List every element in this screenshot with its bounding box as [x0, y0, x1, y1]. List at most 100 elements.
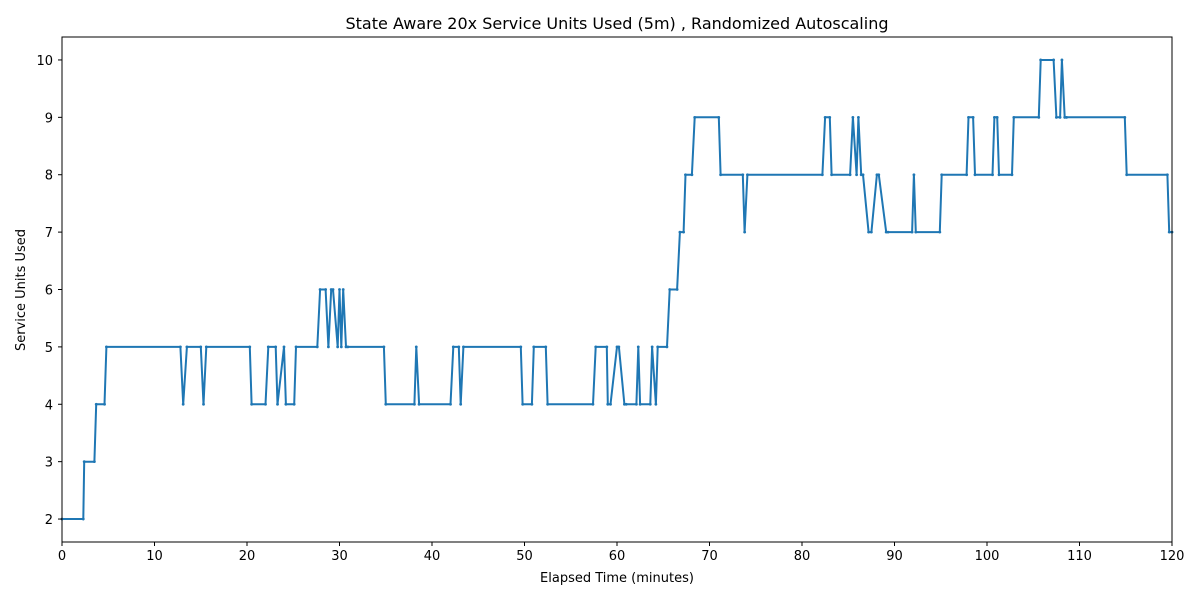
plot-frame	[61, 36, 1173, 543]
data-point	[851, 115, 855, 119]
data-point	[199, 345, 203, 349]
data-point	[991, 173, 994, 177]
data-point	[828, 115, 832, 119]
data-point	[417, 402, 421, 406]
data-point	[855, 173, 858, 177]
data-point	[1039, 58, 1043, 62]
data-point	[668, 288, 672, 291]
data-point	[1052, 58, 1055, 62]
x-tick-label: 120	[1160, 549, 1185, 564]
data-point	[1167, 230, 1171, 234]
data-point	[179, 345, 182, 349]
chart-title: State Aware 20x Service Units Used (5m) …	[346, 14, 889, 33]
data-point	[324, 288, 328, 291]
data-point	[997, 173, 1001, 177]
x-tick-label: 90	[886, 549, 903, 564]
data-point	[877, 173, 881, 177]
data-point	[384, 402, 388, 406]
data-point	[544, 345, 548, 349]
data-point	[675, 288, 679, 291]
data-point	[1165, 173, 1169, 177]
data-point	[617, 345, 621, 349]
data-point	[743, 230, 747, 234]
data-point	[1125, 173, 1129, 177]
data-point	[315, 345, 319, 349]
data-point	[457, 345, 461, 349]
data-point	[940, 173, 944, 177]
data-point	[82, 460, 86, 464]
data-point	[938, 230, 942, 234]
data-point	[292, 402, 296, 406]
data-point	[857, 115, 860, 119]
data-point	[1054, 115, 1058, 119]
data-point	[327, 345, 330, 349]
data-point	[654, 402, 658, 406]
data-point	[264, 402, 267, 406]
data-point	[820, 173, 824, 177]
data-point	[719, 173, 722, 177]
data-point	[973, 173, 977, 177]
data-point	[1012, 115, 1016, 119]
x-tick-label: 30	[331, 549, 348, 564]
x-tick-label: 110	[1067, 549, 1092, 564]
x-tick-label: 10	[146, 549, 163, 564]
data-point	[886, 230, 890, 234]
data-point	[746, 173, 749, 177]
data-point	[530, 402, 534, 406]
data-point	[648, 402, 652, 406]
y-tick-label: 10	[36, 54, 53, 69]
data-point	[1037, 115, 1041, 119]
data-point	[185, 345, 189, 349]
y-tick-label: 2	[45, 513, 53, 528]
data-point	[81, 517, 85, 521]
y-tick-label: 8	[45, 169, 53, 184]
data-point	[248, 345, 252, 349]
data-point	[656, 345, 660, 349]
data-point	[346, 345, 350, 349]
data-point	[606, 402, 610, 406]
data-point	[181, 402, 185, 406]
data-point	[282, 345, 286, 349]
data-point	[665, 345, 669, 349]
data-point	[274, 345, 278, 349]
data-point	[717, 115, 721, 119]
y-tick-label: 6	[45, 284, 53, 299]
data-point	[266, 345, 270, 349]
x-tick-label: 100	[975, 549, 1000, 564]
x-axis: 0 10 20 30 40 50 60 70 80 90 100 110 120	[58, 542, 1185, 564]
x-tick-label: 20	[239, 549, 256, 564]
data-point	[413, 402, 416, 406]
series-line	[62, 59, 1172, 520]
data-point	[1010, 173, 1014, 177]
y-tick-label: 3	[45, 456, 53, 471]
x-tick-label: 70	[701, 549, 718, 564]
data-point	[869, 230, 873, 234]
data-point	[521, 402, 525, 406]
data-point	[451, 345, 455, 349]
data-point	[341, 288, 345, 291]
data-point	[92, 460, 96, 464]
data-point	[635, 402, 638, 406]
data-point	[624, 402, 628, 406]
data-point	[605, 345, 609, 349]
data-point	[914, 230, 918, 234]
data-point	[546, 402, 550, 406]
data-point	[682, 230, 685, 234]
data-point	[250, 402, 254, 406]
x-tick-label: 50	[516, 549, 533, 564]
data-point	[861, 173, 865, 177]
data-point	[202, 402, 205, 406]
data-point	[449, 402, 452, 406]
series-points	[60, 58, 1174, 521]
y-axis-label: Service Units Used	[14, 229, 29, 351]
data-point	[284, 402, 288, 406]
data-point	[636, 345, 640, 349]
data-point	[741, 173, 745, 177]
data-point	[414, 345, 418, 349]
data-point	[609, 402, 612, 406]
x-tick-label: 60	[609, 549, 626, 564]
y-tick-label: 4	[45, 398, 53, 413]
x-tick-label: 80	[794, 549, 811, 564]
data-point	[971, 115, 975, 119]
